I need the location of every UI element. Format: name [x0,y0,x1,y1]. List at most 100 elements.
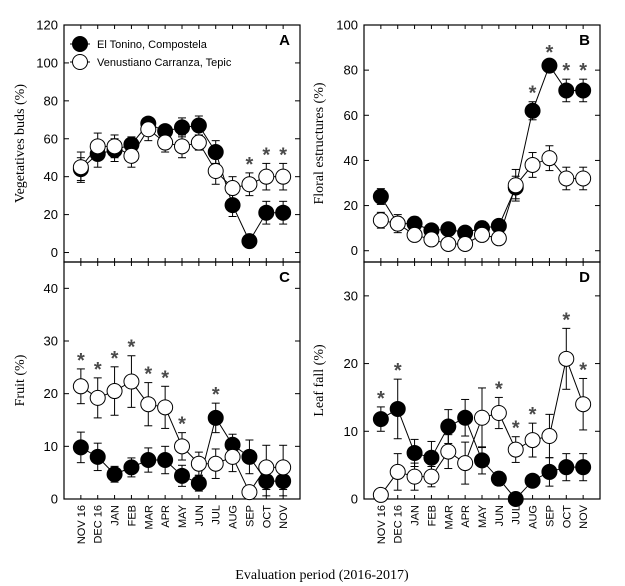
y-tick-label: 100 [36,55,58,70]
data-point-open [207,162,224,179]
data-point-open [440,443,457,460]
data-point-open [558,170,575,187]
data-point-filled [174,119,190,136]
panel-b: 0 20 40 60 80 100 Floral estructures (%) B * * * * [312,18,601,263]
data-point-filled [575,82,592,99]
data-point-filled [224,197,241,214]
data-point-open [241,484,258,501]
data-point-filled [372,411,389,428]
panel-label: D [579,269,590,286]
panel-label: B [579,32,590,49]
significance-star: * [512,418,520,440]
data-point-open [258,168,275,185]
significance-star: * [161,367,169,389]
y-tick-label: 10 [344,424,358,439]
x-tick-label: MAY [477,504,489,528]
y-tick-label: 80 [44,93,58,108]
y-tick-label: 40 [344,153,358,168]
data-point-open [140,396,157,413]
y-axis-title: Fruit (%) [13,354,28,406]
y-axis-title: Leaf fall (%) [312,344,327,417]
panel-d: 0 10 20 30 NOV 16 DEC 16 JAN FEB MAR APR MAY JUN JUL… [312,261,601,544]
x-tick-label: JUN [494,505,506,526]
x-tick-label: NOV [578,504,590,529]
significance-star: * [579,359,587,381]
data-point-filled [275,473,292,490]
significance-star: * [128,337,136,359]
significance-star: * [111,348,119,370]
data-point-open [241,176,258,193]
significance-star: * [212,384,220,406]
data-point-filled [372,188,389,205]
data-point-open [190,455,207,472]
data-point-open [72,159,89,176]
data-point-open [457,235,474,252]
data-point-open [106,383,123,400]
y-tick-label: 20 [44,386,58,401]
significance-star: * [144,364,152,386]
y-tick-label: 80 [344,63,358,78]
data-point-filled [140,452,157,469]
y-tick-label: 40 [44,169,58,184]
significance-star: * [77,350,85,372]
x-tick-label: JAN [410,505,422,526]
data-point-open [474,409,490,426]
data-point-open [490,230,507,247]
x-tick-label: OCT [261,505,273,529]
y-tick-label: 30 [344,288,358,303]
data-point-filled [258,204,275,221]
data-point-filled [389,400,406,417]
y-axis-title: Floral estructures (%) [312,82,327,204]
data-point-filled [174,467,190,484]
legend-label: Venustiano Carranza, Tepic [97,57,232,69]
significance-star: * [178,414,186,436]
significance-star: * [562,60,570,82]
data-point-filled [190,117,207,134]
panel-label: A [279,32,290,49]
y-axis-title: Vegetatives buds (%) [13,84,28,203]
data-point-open [541,150,558,167]
data-point-filled [190,475,207,492]
data-point-open [224,180,241,197]
data-point-open [490,405,507,422]
data-point-open [423,468,440,485]
x-tick-label: APR [460,505,472,528]
data-point-open [406,468,423,485]
y-tick-label: 0 [351,492,358,507]
significance-star: * [394,360,402,382]
x-tick-label: JUN [194,505,206,526]
data-point-filled [106,466,123,483]
data-point-open [89,389,106,406]
data-point-filled [575,459,592,476]
data-point-open [123,373,140,390]
data-point-filled [558,459,575,476]
y-tick-label: 30 [44,334,58,349]
data-point-filled [157,452,174,469]
data-point-open [423,231,440,248]
legend-label: El Tonino, Compostela [97,39,208,51]
x-tick-label: SEP [544,505,556,527]
legend-marker [72,36,88,52]
y-tick-label: 20 [44,207,58,222]
x-tick-label: MAR [143,505,155,530]
data-point-filled [207,144,224,161]
data-point-filled [207,409,224,426]
x-tick-label: SEP [244,505,256,527]
x-tick-label: AUG [228,505,240,529]
data-point-open [389,463,406,480]
data-point-filled [275,204,292,221]
x-tick-label: APR [160,505,172,528]
data-point-filled [258,473,275,490]
significance-star: * [94,359,102,381]
data-point-open [457,455,474,472]
data-point-open [524,156,541,173]
x-tick-label: NOV [278,504,290,529]
significance-star: * [377,388,385,410]
x-tick-label: NOV 16 [376,505,388,544]
data-point-filled [490,470,507,487]
x-tick-label: AUG [528,505,540,529]
data-point-open [207,455,224,472]
data-point-open [372,486,389,503]
significance-star: * [546,42,554,64]
data-point-open [575,396,592,413]
